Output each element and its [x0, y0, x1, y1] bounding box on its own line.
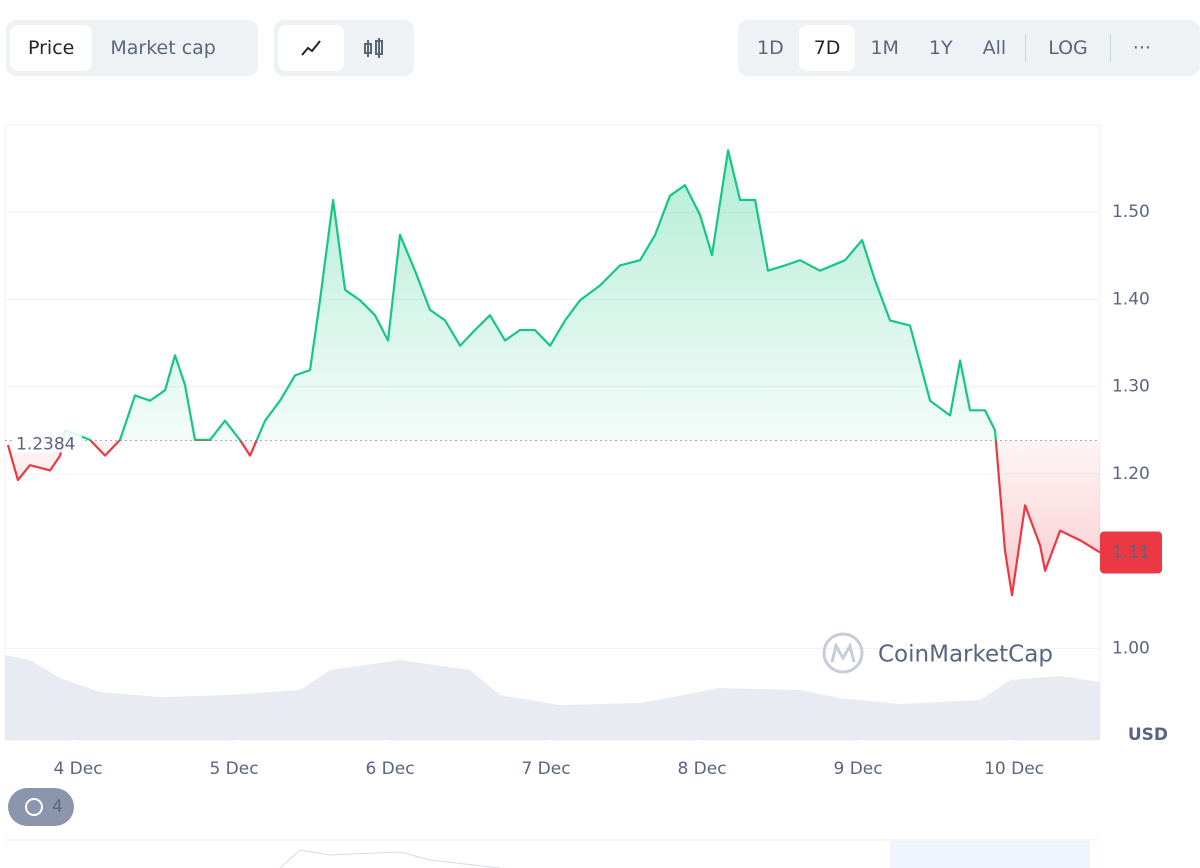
y-tick-label: 1.20 — [1112, 464, 1150, 484]
x-tick-label: 9 Dec — [833, 759, 882, 779]
chart-type-group — [274, 20, 414, 76]
tab[interactable]: Market cap — [110, 37, 216, 59]
watermark-logo — [822, 632, 864, 674]
currency-label: USD — [1128, 725, 1168, 745]
line-icon — [301, 40, 321, 56]
navigator-window — [890, 841, 1090, 868]
x-tick-label: 5 Dec — [209, 759, 258, 779]
range-group: 1D 7D 1M 1Y All LOG ··· — [738, 20, 1200, 76]
candle-icon — [364, 38, 383, 58]
price-area — [7, 150, 1100, 596]
navigator-line — [279, 849, 501, 868]
logo-m — [830, 642, 856, 663]
range-button[interactable]: 1D — [757, 37, 784, 59]
log-button[interactable]: LOG — [1048, 37, 1088, 59]
watermark: CoinMarketCap — [878, 642, 1053, 668]
volume-area — [5, 655, 1100, 740]
candle-chart-button[interactable] — [344, 25, 404, 71]
separator — [1109, 34, 1111, 62]
y-tick-label: 1.30 — [1112, 377, 1150, 397]
price-badge — [1100, 531, 1162, 574]
x-tick-label: 8 Dec — [677, 759, 726, 779]
price-line — [6, 149, 1101, 597]
x-tick-label: 6 Dec — [365, 759, 414, 779]
more-button[interactable]: ··· — [1132, 37, 1151, 59]
range-button[interactable]: 7D — [798, 25, 856, 71]
baseline-label-bg — [12, 428, 82, 453]
y-tick-label: 1.50 — [1112, 202, 1150, 222]
price-badge-label: 1.11 — [1112, 542, 1150, 562]
line-chart-button[interactable] — [278, 25, 344, 71]
range-button[interactable]: 1Y — [928, 37, 953, 59]
x-tick-label: 7 Dec — [521, 759, 570, 779]
separator — [1025, 34, 1027, 62]
x-tick-label: 10 Dec — [984, 759, 1044, 779]
y-tick-label: 1.00 — [1112, 638, 1150, 658]
y-tick-label: 1.40 — [1112, 289, 1150, 309]
range-button[interactable]: All — [982, 37, 1007, 59]
x-tick-label: 4 Dec — [53, 759, 102, 779]
logo-ring — [822, 632, 864, 674]
tab-group: Price Market cap — [6, 20, 258, 76]
baseline-label: 1.2384 — [16, 434, 75, 454]
history-icon — [25, 798, 43, 816]
history-count: 4 — [52, 797, 63, 817]
range-button[interactable]: 1M — [870, 37, 899, 59]
tab[interactable]: Price — [10, 25, 93, 71]
